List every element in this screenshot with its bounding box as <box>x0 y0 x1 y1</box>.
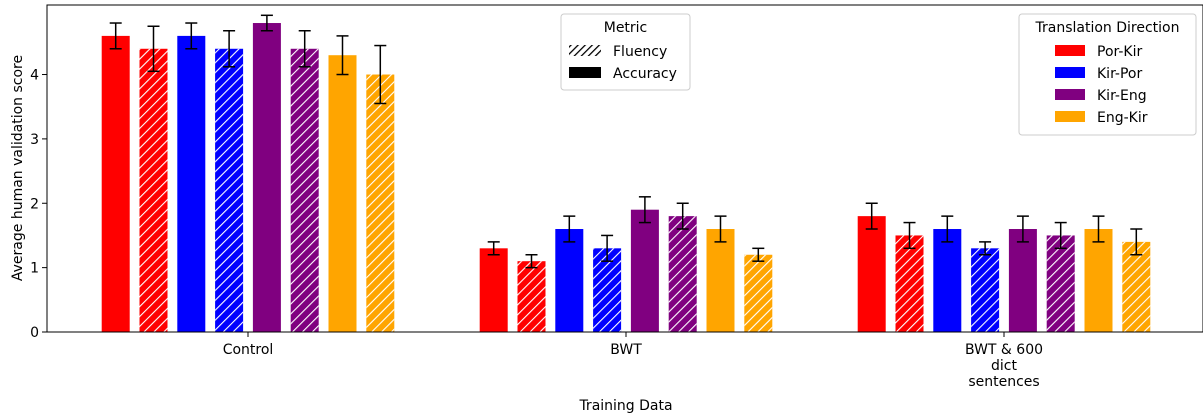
plot-frame <box>46 4 1203 333</box>
y-axis: 0 1 2 3 4 <box>30 68 47 341</box>
error-bar-por-kir-fluency-0 <box>147 25 160 73</box>
bar-hatch-kir-eng-fluency-2 <box>1046 235 1075 332</box>
bar-hatch-kir-eng-fluency-1 <box>668 216 697 332</box>
legend-direction-label-por-kir: Por-Kir <box>1097 44 1142 60</box>
bar-kir-eng-accuracy-1 <box>630 209 659 332</box>
error-bar-kir-eng-accuracy-0 <box>260 14 273 32</box>
error-bars-layer <box>109 14 1143 269</box>
bar-hatch-eng-kir-fluency-2 <box>1122 241 1151 332</box>
bar-hatch-eng-kir-fluency-1 <box>744 254 773 332</box>
error-bar-eng-kir-accuracy-1 <box>714 215 727 243</box>
bar-por-kir-accuracy-0 <box>101 35 130 332</box>
bar-eng-kir-accuracy-2 <box>1084 229 1113 332</box>
error-bar-kir-por-accuracy-2 <box>941 215 954 243</box>
legend-direction-swatch-eng-kir <box>1055 111 1085 122</box>
error-bar-kir-por-fluency-2 <box>979 241 992 256</box>
bar-hatch-kir-por-fluency-2 <box>971 248 1000 332</box>
bar-kir-eng-accuracy-0 <box>252 23 281 333</box>
error-bar-por-kir-fluency-1 <box>525 254 538 269</box>
x-tick-label: BWT <box>610 342 642 358</box>
legend-metric-label-fluency: Fluency <box>613 44 667 60</box>
legend-direction-swatch-kir-por <box>1055 67 1085 78</box>
error-bar-eng-kir-fluency-2 <box>1130 228 1143 256</box>
bar-por-kir-accuracy-2 <box>857 216 886 332</box>
legend-translation-direction: Translation Direction Por-Kir Kir-Por Kir-E… <box>1018 13 1197 136</box>
x-tick-label: Control <box>223 342 274 358</box>
legend-metric-title: Metric <box>604 20 648 36</box>
legend-metric-label-accuracy: Accuracy <box>613 66 677 82</box>
bar-por-kir-accuracy-1 <box>479 248 508 332</box>
legend-direction-title: Translation Direction <box>1035 20 1180 36</box>
bar-kir-por-accuracy-1 <box>555 229 584 332</box>
bar-kir-por-accuracy-2 <box>933 229 962 332</box>
error-bar-kir-por-fluency-0 <box>223 29 236 68</box>
bar-hatch-eng-kir-fluency-0 <box>366 74 395 332</box>
y-tick-label: 4 <box>30 68 39 84</box>
legend-direction-frame <box>1018 13 1197 136</box>
error-bar-eng-kir-fluency-0 <box>374 44 387 105</box>
legend-direction-swatch-kir-eng <box>1055 89 1085 100</box>
y-tick-label: 3 <box>30 132 39 148</box>
bar-eng-kir-accuracy-1 <box>706 229 735 332</box>
legend-direction-label-eng-kir: Eng-Kir <box>1097 110 1148 126</box>
bar-kir-por-accuracy-0 <box>177 35 206 332</box>
error-bar-eng-kir-accuracy-2 <box>1092 215 1105 243</box>
error-bar-por-kir-accuracy-2 <box>865 202 878 230</box>
bar-hatch-kir-por-fluency-1 <box>593 248 622 332</box>
legend-direction-label-kir-por: Kir-Por <box>1097 66 1142 82</box>
x-axis: Control BWT BWT & 600 dict sentences <box>223 332 1043 390</box>
error-bar-kir-por-accuracy-0 <box>185 22 198 50</box>
y-tick-label: 0 <box>30 325 39 341</box>
bar-hatch-por-kir-fluency-2 <box>895 235 924 332</box>
x-axis-label: Training Data <box>578 398 672 414</box>
x-tick-label: BWT & 600 dict sentences <box>965 342 1043 390</box>
y-tick-label: 2 <box>30 196 39 212</box>
legend-metric: Metric Fluency Accuracy <box>560 13 691 91</box>
error-bar-kir-eng-fluency-2 <box>1054 221 1067 250</box>
error-bar-por-kir-fluency-2 <box>903 221 916 250</box>
error-bar-por-kir-accuracy-1 <box>487 241 500 256</box>
error-bar-eng-kir-accuracy-0 <box>336 35 349 76</box>
bar-kir-eng-accuracy-2 <box>1008 229 1037 332</box>
bar-eng-kir-accuracy-0 <box>328 55 357 333</box>
bar-hatch-por-kir-fluency-0 <box>139 48 168 332</box>
legend-metric-swatch-accuracy <box>569 67 601 78</box>
error-bar-eng-kir-fluency-1 <box>752 247 765 262</box>
bar-hatch-por-kir-fluency-1 <box>517 261 546 332</box>
error-bar-kir-por-fluency-1 <box>601 234 614 262</box>
legend-metric-swatch-fluency <box>569 45 601 56</box>
y-axis-label: Average human validation score <box>10 55 26 281</box>
error-bar-por-kir-accuracy-0 <box>109 22 122 50</box>
error-bar-kir-eng-fluency-0 <box>298 29 311 68</box>
y-tick-label: 1 <box>30 261 39 277</box>
error-bar-kir-eng-fluency-1 <box>676 202 689 230</box>
legend-direction-swatch-por-kir <box>1055 45 1085 56</box>
legend-direction-label-kir-eng: Kir-Eng <box>1097 88 1147 104</box>
bar-hatch-kir-por-fluency-0 <box>215 48 244 332</box>
bar-hatch-kir-eng-fluency-0 <box>290 48 319 332</box>
error-bar-kir-eng-accuracy-2 <box>1016 215 1029 243</box>
bars-layer <box>101 23 1151 333</box>
error-bar-kir-por-accuracy-1 <box>563 215 576 243</box>
error-bar-kir-eng-accuracy-1 <box>638 196 651 224</box>
